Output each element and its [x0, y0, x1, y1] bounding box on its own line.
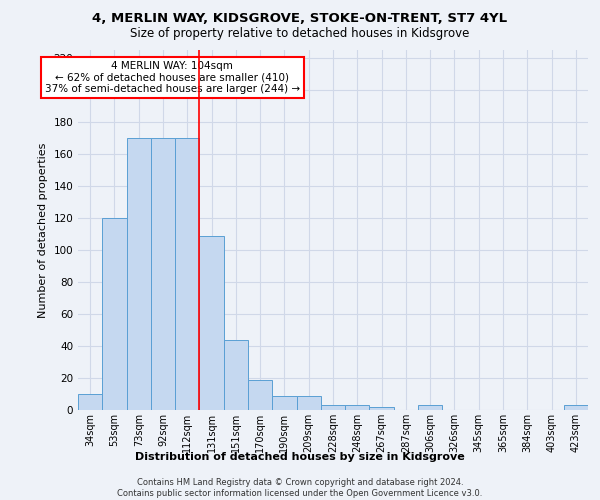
Bar — [102, 218, 127, 410]
Text: 4 MERLIN WAY: 104sqm
← 62% of detached houses are smaller (410)
37% of semi-deta: 4 MERLIN WAY: 104sqm ← 62% of detached h… — [45, 61, 300, 94]
Bar — [345, 405, 370, 410]
Bar — [175, 138, 199, 410]
Bar — [370, 407, 394, 410]
Text: Size of property relative to detached houses in Kidsgrove: Size of property relative to detached ho… — [130, 28, 470, 40]
Bar — [321, 405, 345, 410]
Bar — [224, 340, 248, 410]
Bar — [78, 394, 102, 410]
Bar — [151, 138, 175, 410]
Bar — [248, 380, 272, 410]
Y-axis label: Number of detached properties: Number of detached properties — [38, 142, 48, 318]
Bar — [127, 138, 151, 410]
Bar — [564, 405, 588, 410]
Text: Distribution of detached houses by size in Kidsgrove: Distribution of detached houses by size … — [135, 452, 465, 462]
Bar — [199, 236, 224, 410]
Bar — [296, 396, 321, 410]
Text: 4, MERLIN WAY, KIDSGROVE, STOKE-ON-TRENT, ST7 4YL: 4, MERLIN WAY, KIDSGROVE, STOKE-ON-TRENT… — [92, 12, 508, 26]
Bar — [418, 405, 442, 410]
Text: Contains HM Land Registry data © Crown copyright and database right 2024.
Contai: Contains HM Land Registry data © Crown c… — [118, 478, 482, 498]
Bar — [272, 396, 296, 410]
